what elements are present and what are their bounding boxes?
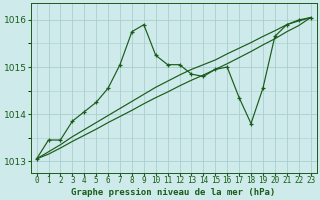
X-axis label: Graphe pression niveau de la mer (hPa): Graphe pression niveau de la mer (hPa)	[71, 188, 276, 197]
